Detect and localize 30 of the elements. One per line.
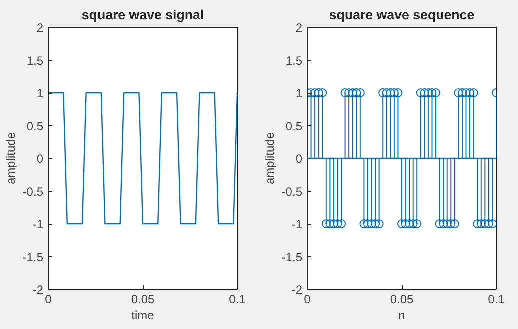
y-tick-label: -1.5 xyxy=(282,250,303,264)
y-tick-label: 0 xyxy=(36,152,44,166)
x-tick-label: 0 xyxy=(45,292,52,306)
y-tick-label: 0.5 xyxy=(26,119,44,134)
y-tick-label: -2 xyxy=(292,283,303,297)
y-tick-label: -0.5 xyxy=(282,184,303,199)
x-tick-label: 0.05 xyxy=(131,292,156,306)
y-tick-label: -1 xyxy=(32,218,44,232)
x-tick-label: 0.1 xyxy=(229,292,246,306)
x-tick-label: 0.1 xyxy=(488,292,506,306)
y-axis-title: amplitude xyxy=(262,132,277,185)
x-tick-label: 0 xyxy=(304,292,312,306)
y-tick-label: -2 xyxy=(32,283,44,297)
y-tick-label: 1.5 xyxy=(286,54,303,68)
chart-title: square wave signal xyxy=(82,8,204,22)
y-tick-label: -0.5 xyxy=(22,184,44,199)
x-axis-title: time xyxy=(132,308,155,322)
y-tick-label: -1 xyxy=(292,218,303,232)
y-axis-title: amplitude xyxy=(4,132,18,185)
chart-title: square wave sequence xyxy=(329,8,475,22)
y-tick-label: 2 xyxy=(296,21,303,35)
x-axis-title: n xyxy=(398,308,406,322)
x-tick-label: 0.05 xyxy=(390,292,414,306)
y-tick-label: 2 xyxy=(36,21,44,35)
y-tick-label: -1.5 xyxy=(22,250,44,264)
y-tick-label: 0.5 xyxy=(286,119,303,134)
y-tick-label: 1 xyxy=(36,86,44,100)
y-tick-label: 1 xyxy=(296,86,303,100)
y-tick-label: 1.5 xyxy=(26,54,44,68)
y-tick-label: 0 xyxy=(296,152,303,166)
